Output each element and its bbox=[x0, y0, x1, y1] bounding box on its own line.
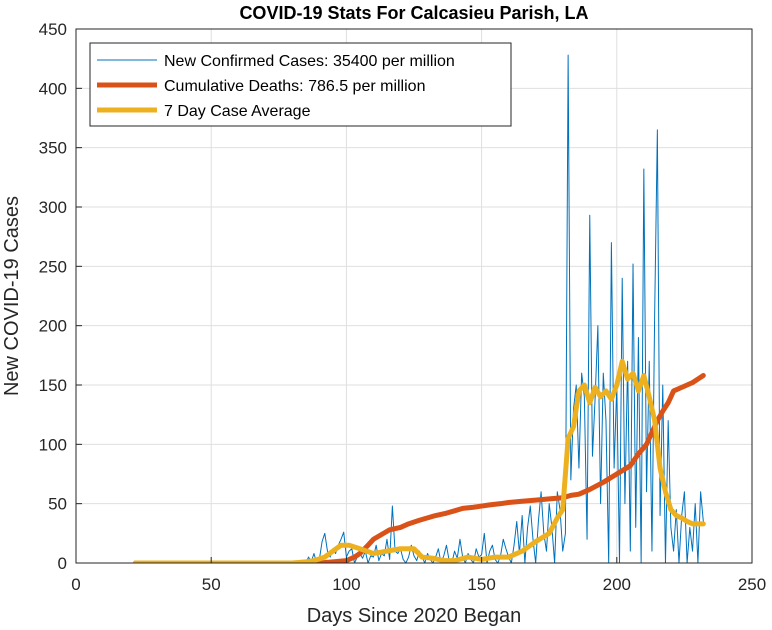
x-tick-label: 200 bbox=[603, 575, 631, 594]
y-tick-label: 200 bbox=[39, 317, 67, 336]
x-tick-labels: 0 50 100 150 200 250 bbox=[71, 575, 766, 594]
x-tick-label: 50 bbox=[202, 575, 221, 594]
y-tick-label: 400 bbox=[39, 79, 67, 98]
y-tick-label: 450 bbox=[39, 20, 67, 39]
y-tick-label: 0 bbox=[58, 554, 67, 573]
chart-title: COVID-19 Stats For Calcasieu Parish, LA bbox=[239, 3, 588, 23]
y-tick-label: 300 bbox=[39, 198, 67, 217]
legend-label-0: New Confirmed Cases: 35400 per million bbox=[164, 53, 455, 70]
x-tick-label: 100 bbox=[332, 575, 360, 594]
y-tick-label: 250 bbox=[39, 257, 67, 276]
series-line-2 bbox=[132, 358, 706, 563]
x-tick-label: 150 bbox=[467, 575, 495, 594]
y-tick-label: 50 bbox=[48, 495, 67, 514]
series-line-1 bbox=[132, 373, 706, 563]
y-tick-label: 100 bbox=[39, 435, 67, 454]
x-axis-label: Days Since 2020 Began bbox=[307, 605, 522, 627]
legend-label-1: Cumulative Deaths: 786.5 per million bbox=[164, 78, 425, 95]
y-tick-labels: 0 50 100 150 200 250 300 350 400 450 bbox=[39, 20, 67, 573]
legend-label-2: 7 Day Case Average bbox=[164, 103, 311, 120]
tick-marks bbox=[75, 28, 753, 564]
y-axis-label: New COVID-19 Cases bbox=[1, 196, 23, 396]
plot-frame bbox=[75, 28, 753, 564]
y-tick-label: 350 bbox=[39, 139, 67, 158]
legend-box bbox=[89, 42, 512, 127]
x-tick-label: 250 bbox=[738, 575, 766, 594]
y-tick-label: 150 bbox=[39, 376, 67, 395]
legend: New Confirmed Cases: 35400 per million Cu… bbox=[89, 42, 512, 127]
plot-lines bbox=[132, 54, 706, 563]
x-tick-label: 0 bbox=[71, 575, 80, 594]
